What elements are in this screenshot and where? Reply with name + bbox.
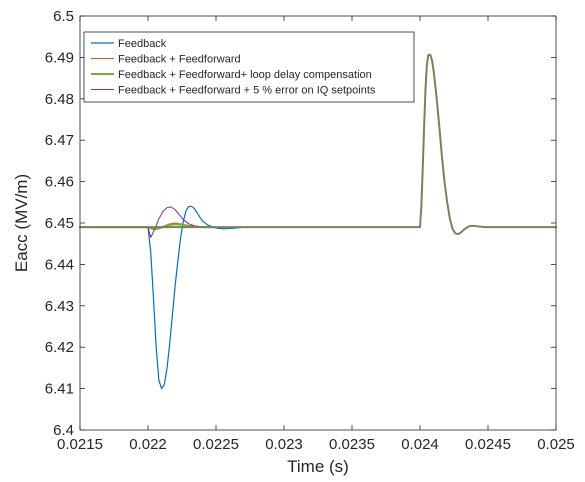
series-line-0 — [79, 205, 271, 390]
y-tick-label: 6.45 — [45, 215, 74, 232]
legend-label-1: Feedback + Feedforward — [118, 54, 241, 66]
legend-label-0: Feedback — [118, 38, 167, 50]
y-axis-title: Eacc (MV/m) — [12, 174, 31, 272]
x-tick-label: 0.024 — [401, 436, 439, 453]
series-layer — [79, 53, 557, 390]
y-tick-label: 6.48 — [45, 91, 74, 108]
axes-layer: 0.0215 0.022 0.0225 0.023 0.0235 0.024 0.0245 0… — [45, 8, 575, 453]
y-tick-label: 6.41 — [45, 381, 74, 398]
x-tick-label: 0.022 — [129, 436, 167, 453]
legend-box — [83, 31, 415, 103]
y-tick-label: 6.49 — [45, 49, 74, 66]
legend-label-3: Feedback + Feedforward + 5 % error on IQ… — [118, 85, 376, 97]
y-tick-label: 6.4 — [53, 422, 74, 439]
x-tick-label: 0.0225 — [193, 436, 239, 453]
series-line-4 — [79, 53, 557, 236]
legend-label-2: Feedback + Feedforward+ loop delay compe… — [118, 69, 372, 81]
x-tick-label: 0.0215 — [57, 436, 103, 453]
y-tick-label: 6.5 — [53, 8, 74, 25]
y-tick-label: 6.44 — [45, 256, 74, 273]
x-tick-label: 0.025 — [537, 436, 575, 453]
y-tick-label: 6.47 — [45, 132, 74, 149]
x-axis-title: Time (s) — [287, 457, 349, 476]
x-tick-label: 0.0235 — [329, 436, 375, 453]
legend: Feedback Feedback + Feedforward Feedback +… — [83, 31, 415, 103]
y-tick-label: 6.42 — [45, 339, 74, 356]
x-tick-label: 0.023 — [265, 436, 303, 453]
y-tick-label: 6.43 — [45, 298, 74, 315]
y-tick-label: 6.46 — [45, 174, 74, 191]
x-tick-label: 0.0245 — [465, 436, 511, 453]
